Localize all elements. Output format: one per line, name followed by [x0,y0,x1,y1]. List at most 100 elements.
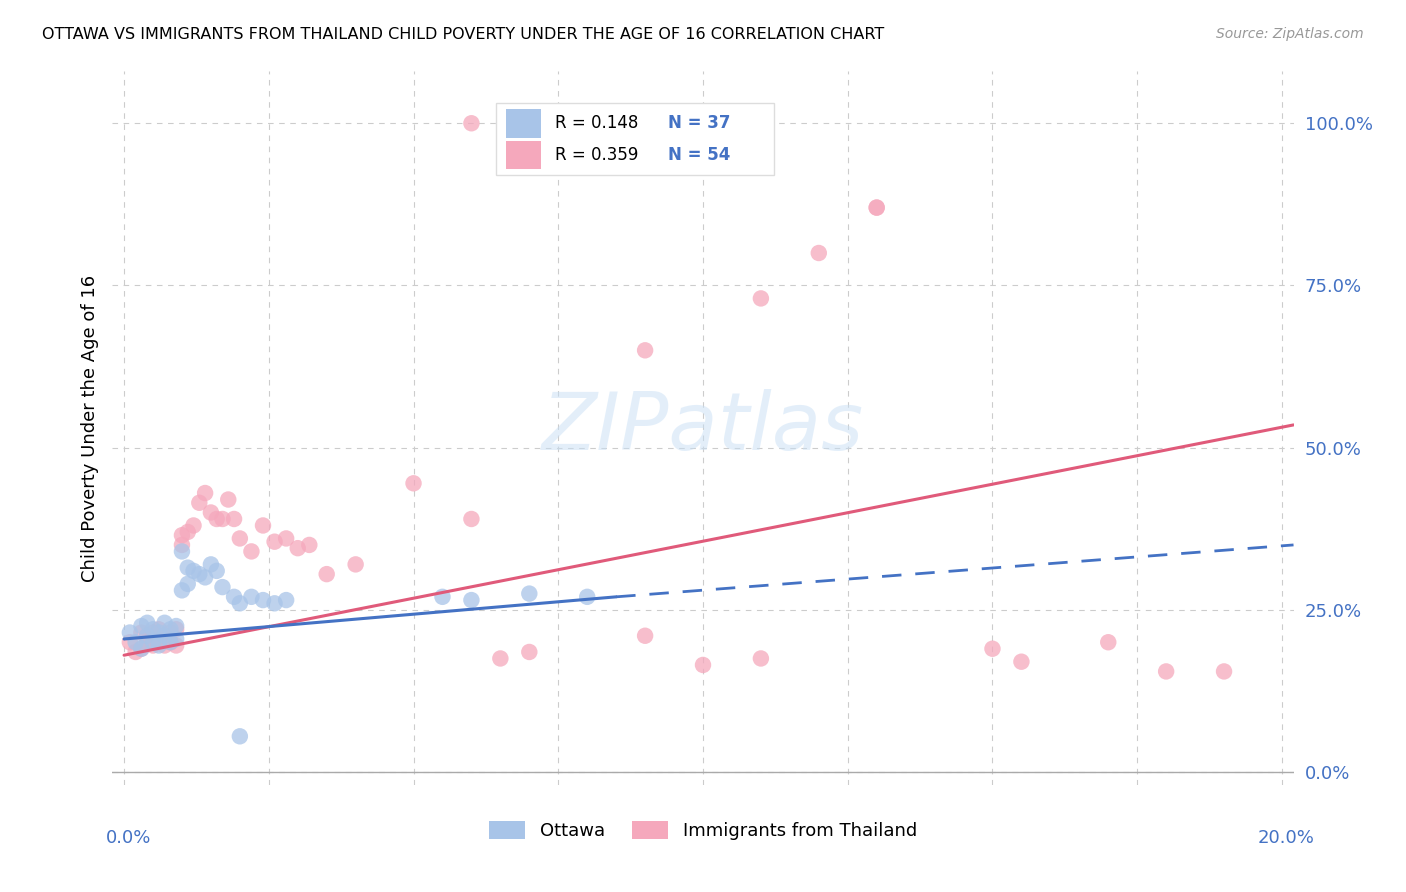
Point [1097,635,1119,649]
Point [170,544,193,558]
Point [170,583,193,598]
Point [153,615,176,630]
Point [165,619,187,633]
Point [229,532,252,546]
Text: N = 54: N = 54 [668,146,730,164]
Text: 0.0%: 0.0% [105,830,150,847]
Point [194,570,217,584]
Point [142,639,165,653]
Point [188,567,211,582]
Point [749,651,772,665]
Point [287,541,309,556]
Point [866,201,889,215]
Text: ZIPatlas: ZIPatlas [541,389,865,467]
FancyBboxPatch shape [506,109,541,137]
Point [165,639,187,653]
Point [240,544,263,558]
Point [211,512,233,526]
FancyBboxPatch shape [506,141,541,169]
Point [1154,665,1177,679]
Point [1010,655,1032,669]
Y-axis label: Child Poverty Under the Age of 16: Child Poverty Under the Age of 16 [80,275,98,582]
Point [402,476,425,491]
Point [749,292,772,306]
Point [460,116,482,130]
Point [142,625,165,640]
Point [211,580,233,594]
Point [222,590,245,604]
Point [159,635,181,649]
Point [170,538,193,552]
Point [229,596,252,610]
Point [183,518,205,533]
Point [263,534,285,549]
Point [298,538,321,552]
Point [200,506,222,520]
Point [276,593,298,607]
Point [1213,665,1236,679]
Point [183,564,205,578]
Point [276,532,298,546]
Point [118,625,141,640]
Point [142,622,165,636]
Point [194,486,217,500]
Point [136,635,159,649]
Point [165,632,187,646]
Point [153,639,176,653]
Point [153,629,176,643]
Point [148,625,170,640]
Point [124,635,146,649]
Point [124,645,146,659]
Point [517,586,540,600]
Point [205,512,228,526]
Point [252,518,274,533]
Point [136,629,159,643]
Point [634,629,657,643]
Text: N = 37: N = 37 [668,114,730,132]
Point [576,590,599,604]
Point [177,577,200,591]
Text: OTTAWA VS IMMIGRANTS FROM THAILAND CHILD POVERTY UNDER THE AGE OF 16 CORRELATION: OTTAWA VS IMMIGRANTS FROM THAILAND CHILD… [42,27,884,42]
Point [131,619,153,633]
Point [981,641,1004,656]
Point [200,558,222,572]
Point [159,625,181,640]
Point [118,635,141,649]
Point [866,201,889,215]
Point [315,567,337,582]
Point [136,629,159,643]
Point [148,622,170,636]
Point [263,596,285,610]
Point [344,558,367,572]
Point [460,512,482,526]
Point [142,635,165,649]
Point [177,560,200,574]
Point [517,645,540,659]
FancyBboxPatch shape [496,103,773,175]
Text: R = 0.148: R = 0.148 [555,114,638,132]
Point [165,622,187,636]
Point [170,528,193,542]
Point [148,639,170,653]
Text: Source: ZipAtlas.com: Source: ZipAtlas.com [1216,27,1364,41]
Point [131,641,153,656]
Point [240,590,263,604]
Point [217,492,239,507]
Point [692,657,714,672]
Point [460,593,482,607]
Point [159,622,181,636]
Point [177,524,200,539]
Legend: Ottawa, Immigrants from Thailand: Ottawa, Immigrants from Thailand [482,814,924,847]
Point [153,629,176,643]
Point [807,246,830,260]
Point [205,564,228,578]
Point [148,635,170,649]
Point [432,590,454,604]
Point [159,635,181,649]
Point [489,651,512,665]
Point [136,615,159,630]
Point [222,512,245,526]
Text: 20.0%: 20.0% [1258,830,1315,847]
Point [188,496,211,510]
Text: R = 0.359: R = 0.359 [555,146,638,164]
